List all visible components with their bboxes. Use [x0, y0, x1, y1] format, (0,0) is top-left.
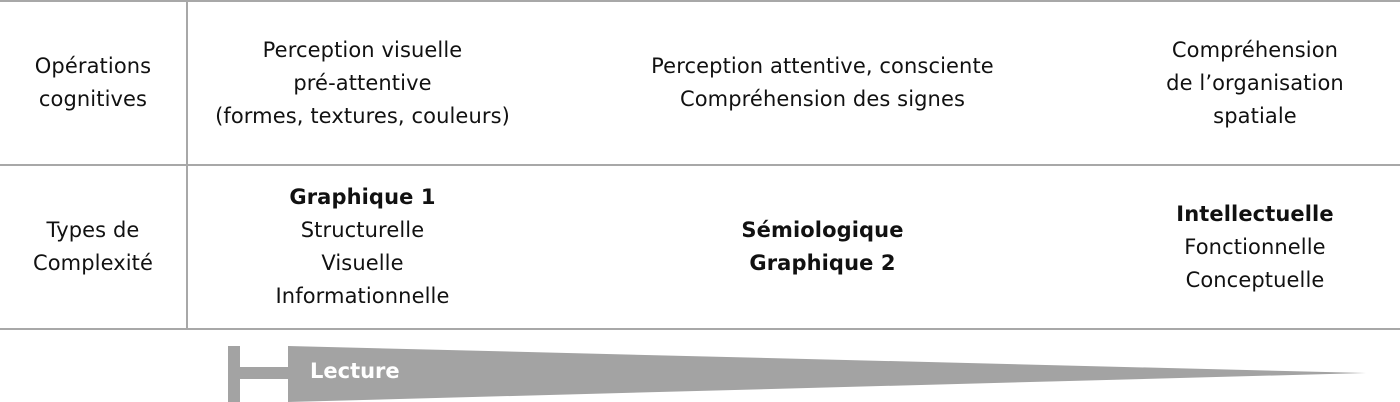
cell-semiologique: Sémiologique Graphique 2 [535, 166, 1110, 328]
cell-line-bold: Sémiologique [741, 218, 904, 242]
lecture-label: Lecture [310, 359, 400, 383]
cell-line: Structurelle [300, 218, 425, 242]
cell-line: spatiale [1213, 103, 1297, 128]
arrow-start-bar [228, 346, 240, 402]
cell-line-bold: Graphique 1 [289, 185, 436, 209]
cell-line-bold: Graphique 2 [749, 251, 896, 275]
cell-line: Compréhension des signes [679, 87, 966, 111]
arrow-wedge [288, 346, 1366, 402]
row-header-line: Types de [46, 218, 140, 242]
cell-line: Perception visuelle [262, 37, 463, 62]
top-border [0, 0, 1400, 2]
cell-spatial-comprehension: Compréhension de l’organisation spatiale [1110, 2, 1400, 164]
arrow-connector [240, 367, 288, 379]
cell-preattentive-perception: Perception visuelle pré-attentive (forme… [190, 2, 535, 164]
cell-attentive-perception: Perception attentive, consciente Compréh… [535, 2, 1110, 164]
cell-graphique-1: Graphique 1 Structurelle Visuelle Inform… [190, 166, 535, 328]
cell-line: de l’organisation [1166, 70, 1344, 95]
cell-line: Visuelle [321, 251, 404, 275]
cell-line: pré-attentive [293, 70, 432, 95]
row-header-complexity-types: Types de Complexité [0, 166, 186, 328]
cell-line: Fonctionnelle [1184, 234, 1326, 259]
cell-line: (formes, textures, couleurs) [215, 103, 510, 128]
row-header-line: Opérations [34, 54, 152, 78]
cell-line: Informationnelle [275, 284, 450, 308]
header-column-divider [186, 0, 188, 330]
cell-line: Compréhension [1171, 37, 1339, 62]
bottom-border [0, 328, 1400, 330]
row-header-line: Complexité [32, 251, 154, 275]
cell-line-bold: Intellectuelle [1176, 201, 1334, 226]
cell-intellectuelle: Intellectuelle Fonctionnelle Conceptuell… [1110, 166, 1400, 328]
lecture-arrow: Lecture [0, 336, 1400, 402]
row-header-line: cognitives [38, 87, 148, 111]
row-header-operations: Opérations cognitives [0, 2, 186, 164]
tapered-arrow-shape [228, 346, 1366, 402]
cell-line: Conceptuelle [1185, 267, 1325, 292]
cell-line: Perception attentive, consciente [651, 54, 994, 78]
row-divider [0, 164, 1400, 166]
